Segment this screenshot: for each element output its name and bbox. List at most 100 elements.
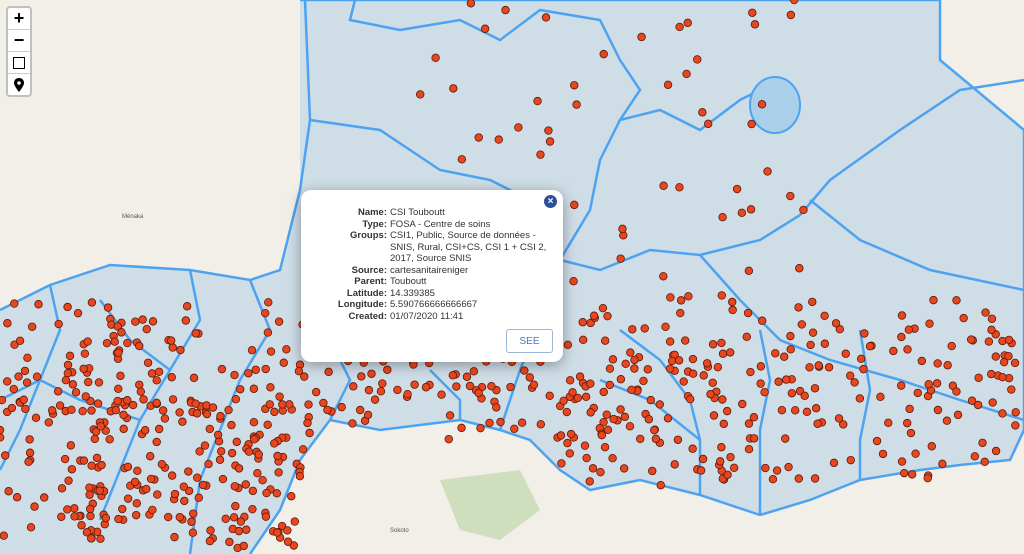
facility-marker[interactable] — [64, 476, 73, 485]
facility-marker[interactable] — [261, 364, 270, 374]
facility-marker[interactable] — [117, 328, 126, 337]
facility-marker[interactable] — [805, 363, 814, 372]
facility-marker[interactable] — [999, 357, 1009, 367]
facility-marker[interactable] — [693, 55, 702, 64]
facility-marker[interactable] — [810, 474, 820, 483]
facility-marker[interactable] — [403, 389, 412, 399]
facility-marker[interactable] — [779, 352, 789, 361]
facility-marker[interactable] — [242, 525, 251, 534]
facility-marker[interactable] — [665, 337, 675, 346]
facility-marker[interactable] — [834, 414, 844, 423]
facility-marker[interactable] — [282, 345, 291, 354]
facility-marker[interactable] — [168, 343, 177, 352]
facility-marker[interactable] — [761, 463, 770, 473]
facility-marker[interactable] — [578, 318, 587, 327]
facility-marker[interactable] — [20, 366, 30, 376]
facility-marker[interactable] — [462, 372, 472, 381]
facility-marker[interactable] — [763, 167, 772, 176]
facility-marker[interactable] — [123, 462, 133, 472]
facility-marker[interactable] — [841, 349, 850, 358]
facility-marker[interactable] — [598, 303, 608, 313]
facility-marker[interactable] — [93, 399, 103, 408]
facility-marker[interactable] — [142, 324, 151, 334]
facility-marker[interactable] — [743, 308, 753, 318]
facility-marker[interactable] — [749, 413, 759, 422]
facility-marker[interactable] — [906, 428, 916, 438]
facility-marker[interactable] — [273, 451, 282, 461]
facility-marker[interactable] — [566, 429, 576, 439]
facility-marker[interactable] — [729, 463, 739, 473]
facility-marker[interactable] — [261, 512, 271, 521]
facility-marker[interactable] — [698, 108, 707, 117]
facility-marker[interactable] — [167, 373, 176, 382]
facility-marker[interactable] — [303, 418, 312, 428]
facility-marker[interactable] — [0, 425, 5, 435]
facility-marker[interactable] — [749, 434, 759, 443]
facility-marker[interactable] — [221, 514, 230, 523]
facility-marker[interactable] — [674, 356, 684, 365]
facility-marker[interactable] — [53, 387, 63, 396]
facility-marker[interactable] — [556, 431, 566, 440]
facility-marker[interactable] — [179, 482, 188, 491]
facility-marker[interactable] — [991, 352, 1001, 361]
facility-marker[interactable] — [998, 409, 1007, 418]
facility-marker[interactable] — [685, 394, 695, 404]
facility-marker[interactable] — [959, 313, 968, 323]
facility-marker[interactable] — [244, 447, 254, 456]
facility-marker[interactable] — [667, 356, 677, 366]
facility-marker[interactable] — [114, 384, 123, 393]
facility-marker[interactable] — [820, 339, 830, 348]
facility-marker[interactable] — [154, 424, 164, 434]
facility-marker[interactable] — [795, 264, 804, 273]
facility-marker[interactable] — [907, 470, 917, 479]
facility-marker[interactable] — [138, 315, 147, 324]
facility-marker[interactable] — [337, 402, 346, 412]
facility-marker[interactable] — [728, 305, 737, 315]
facility-marker[interactable] — [897, 457, 907, 466]
facility-marker[interactable] — [676, 296, 686, 305]
facility-marker[interactable] — [135, 380, 144, 389]
facility-marker[interactable] — [630, 364, 639, 373]
facility-marker[interactable] — [227, 420, 236, 430]
facility-marker[interactable] — [603, 425, 613, 435]
facility-marker[interactable] — [911, 449, 920, 458]
facility-marker[interactable] — [253, 468, 262, 478]
facility-marker[interactable] — [147, 369, 157, 378]
facility-marker[interactable] — [244, 369, 253, 378]
facility-marker[interactable] — [588, 464, 598, 473]
facility-marker[interactable] — [952, 296, 961, 305]
facility-marker[interactable] — [266, 383, 275, 392]
facility-marker[interactable] — [261, 308, 270, 318]
facility-marker[interactable] — [205, 424, 215, 434]
facility-marker[interactable] — [204, 459, 213, 469]
facility-marker[interactable] — [846, 455, 855, 465]
facility-marker[interactable] — [684, 292, 693, 301]
facility-marker[interactable] — [287, 492, 296, 501]
facility-marker[interactable] — [718, 213, 727, 222]
facility-marker[interactable] — [71, 388, 81, 397]
facility-marker[interactable] — [86, 534, 96, 543]
facility-marker[interactable] — [494, 135, 503, 144]
facility-marker[interactable] — [189, 373, 199, 383]
facility-marker[interactable] — [241, 480, 250, 489]
facility-marker[interactable] — [187, 517, 196, 526]
facility-marker[interactable] — [70, 504, 79, 513]
facility-marker[interactable] — [492, 403, 501, 412]
facility-marker[interactable] — [967, 396, 977, 405]
see-button[interactable]: SEE — [506, 329, 553, 353]
facility-marker[interactable] — [14, 372, 23, 381]
facility-marker[interactable] — [248, 486, 258, 496]
facility-marker[interactable] — [797, 320, 807, 329]
facility-marker[interactable] — [55, 401, 65, 410]
facility-marker[interactable] — [572, 100, 581, 109]
facility-marker[interactable] — [744, 445, 754, 454]
facility-marker[interactable] — [230, 370, 239, 380]
facility-marker[interactable] — [378, 379, 387, 388]
facility-marker[interactable] — [234, 526, 244, 536]
facility-marker[interactable] — [176, 345, 185, 355]
facility-marker[interactable] — [897, 332, 906, 342]
facility-marker[interactable] — [273, 528, 282, 537]
facility-marker[interactable] — [118, 504, 127, 514]
facility-marker[interactable] — [86, 511, 95, 521]
facility-marker[interactable] — [581, 392, 591, 402]
